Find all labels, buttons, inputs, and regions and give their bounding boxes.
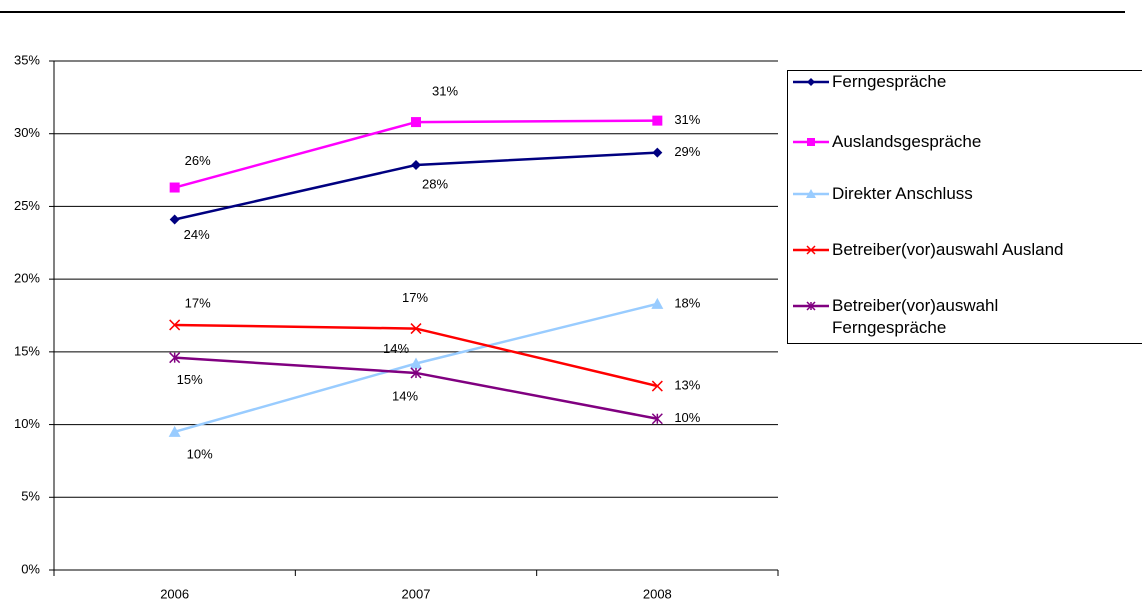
marker — [652, 147, 663, 158]
marker-shape — [410, 323, 422, 335]
marker — [169, 352, 181, 364]
series-line — [174, 119, 658, 189]
y-tick-label: 25% — [14, 198, 40, 213]
legend-label: Direkter Anschluss — [832, 184, 973, 203]
marker — [806, 301, 816, 311]
legend-label: Betreiber(vor)auswahl Ferngespräche — [832, 296, 999, 337]
y-tick-label: 10% — [14, 416, 40, 431]
y-tick-label: 35% — [14, 52, 40, 67]
marker-shape — [806, 189, 816, 198]
data-label: 28% — [422, 176, 448, 191]
marker-shape — [806, 245, 816, 255]
legend-key — [793, 189, 829, 198]
data-label: 29% — [674, 144, 700, 159]
x-tick-label: 2006 — [160, 586, 189, 601]
data-label: 15% — [177, 372, 203, 387]
marker — [168, 425, 181, 437]
data-label: 14% — [392, 388, 418, 403]
legend-entry: Betreiber(vor)auswahl Ferngespräche — [792, 295, 1032, 339]
data-label: 10% — [187, 446, 213, 461]
x-tick-label: 2007 — [402, 586, 431, 601]
marker-shape — [411, 159, 421, 170]
data-label: 26% — [185, 153, 211, 168]
marker — [410, 367, 422, 379]
marker — [651, 380, 663, 392]
marker — [807, 138, 815, 146]
marker-shape — [410, 357, 422, 369]
legend-label: Betreiber(vor)auswahl Ausland — [832, 240, 1064, 259]
legend-key — [793, 138, 829, 146]
y-tick-label: 20% — [14, 271, 40, 286]
legend-entry: Betreiber(vor)auswahl Ausland — [792, 239, 1064, 261]
marker — [411, 159, 421, 170]
marker — [806, 245, 816, 255]
marker — [651, 413, 663, 425]
marker-shape — [168, 425, 181, 437]
legend-label: Ferngespräche — [832, 72, 947, 91]
marker — [652, 115, 663, 126]
marker — [807, 78, 815, 86]
data-label: 31% — [674, 112, 700, 127]
x-tick-label: 2008 — [643, 586, 672, 601]
marker-shape — [169, 182, 180, 193]
marker-shape — [807, 78, 815, 86]
marker — [806, 189, 816, 198]
legend-key — [793, 245, 829, 255]
data-label: 17% — [402, 290, 428, 305]
marker-shape — [169, 214, 180, 225]
data-label: 31% — [432, 84, 458, 99]
y-tick-label: 5% — [21, 489, 40, 504]
marker — [410, 357, 422, 369]
marker-shape — [169, 319, 181, 331]
marker-shape — [652, 147, 663, 158]
data-label: 18% — [674, 295, 700, 310]
marker — [169, 319, 181, 331]
legend-entry: Ferngespräche — [792, 71, 946, 93]
data-label: 13% — [674, 377, 700, 392]
marker — [169, 182, 180, 193]
marker — [410, 323, 422, 335]
data-label: 10% — [674, 410, 700, 425]
marker-shape — [652, 115, 663, 126]
marker-shape — [807, 138, 815, 146]
y-tick-label: 0% — [21, 561, 40, 576]
marker-shape — [411, 117, 421, 128]
legend-label: Auslandsgespräche — [832, 132, 982, 151]
legend-entry: Direkter Anschluss — [792, 183, 973, 205]
marker-shape — [651, 380, 663, 392]
marker — [411, 117, 421, 128]
legend-key — [793, 78, 829, 86]
data-label: 14% — [383, 341, 409, 356]
y-tick-label: 15% — [14, 343, 40, 358]
legend: Ferngespräche Auslandsgespräche Direkter A… — [787, 70, 1142, 344]
marker — [169, 214, 180, 225]
data-label: 24% — [184, 227, 210, 242]
data-label: 17% — [185, 295, 211, 310]
legend-entry: Auslandsgespräche — [792, 131, 981, 153]
marker-shape — [651, 297, 664, 309]
legend-key — [793, 301, 829, 311]
y-tick-label: 30% — [14, 125, 40, 140]
marker — [651, 297, 664, 309]
